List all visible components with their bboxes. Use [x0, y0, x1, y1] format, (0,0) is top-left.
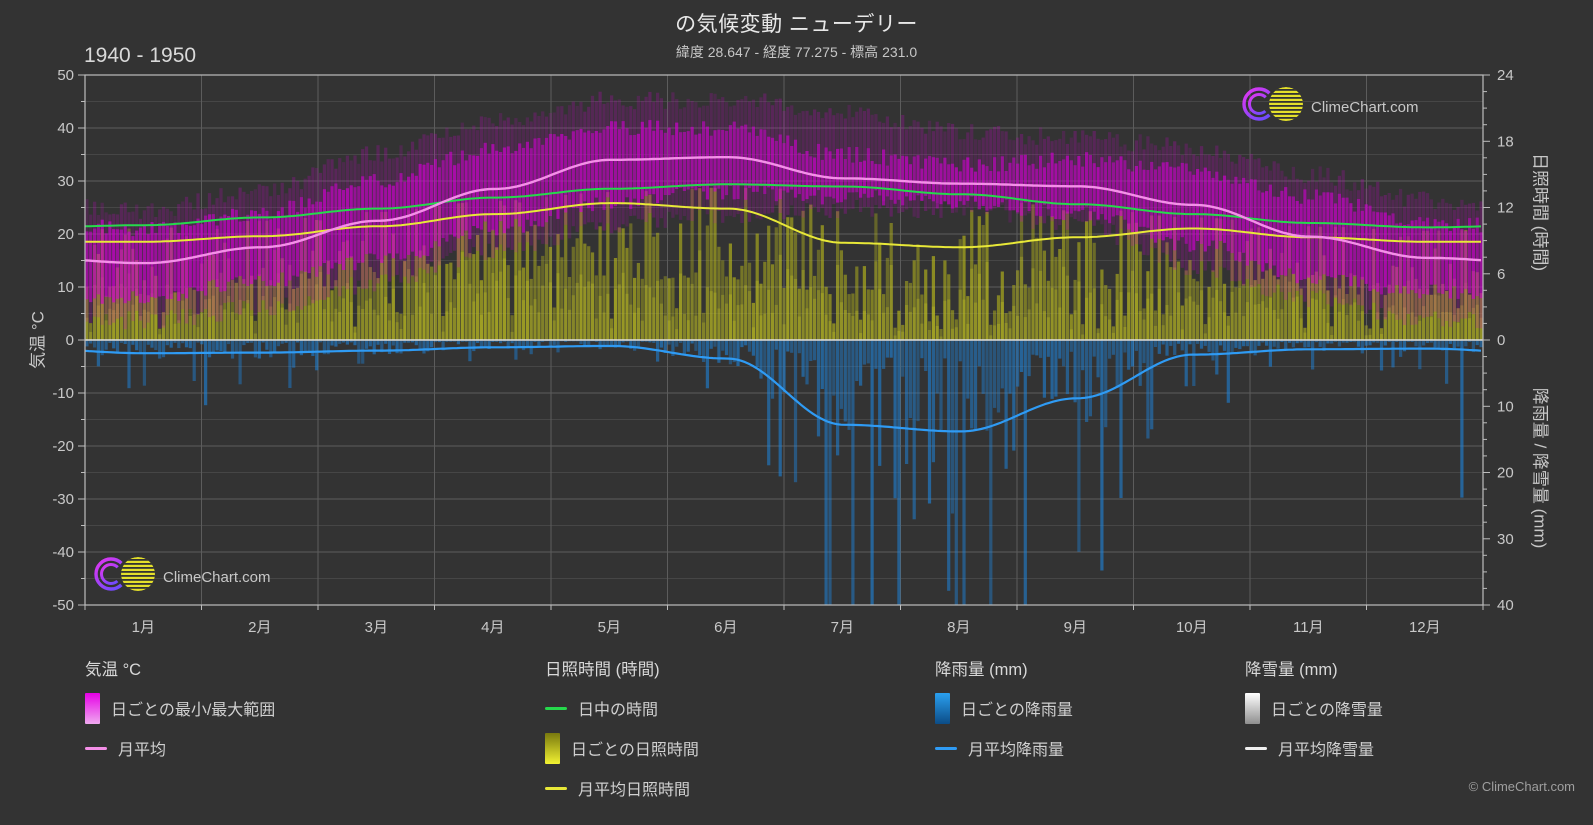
legend-item: 日ごとの降雨量 [935, 688, 1073, 728]
legend-label: 日中の時間 [578, 702, 659, 719]
legend-item: 月平均降雪量 [1245, 728, 1383, 768]
svg-text:10月: 10月 [1176, 619, 1208, 636]
legend-header-rain: 降雨量 (mm) [935, 661, 1028, 679]
legend-item: 月平均日照時間 [545, 768, 699, 808]
legend-label: 日ごとの日照時間 [571, 742, 699, 759]
legend-item: 月平均降雨量 [935, 728, 1073, 768]
svg-text:18: 18 [1497, 133, 1514, 150]
legend-swatch-rain-avg-line [935, 746, 957, 750]
legend-item: 日中の時間 [545, 688, 699, 728]
copyright: © ClimeChart.com [1468, 779, 1575, 794]
svg-text:-20: -20 [52, 438, 74, 455]
svg-text:6: 6 [1497, 266, 1505, 283]
legend-item: 日ごとの降雪量 [1245, 688, 1383, 728]
svg-text:30: 30 [57, 173, 74, 190]
legend-label: 月平均日照時間 [578, 782, 691, 799]
legend-group-sunshine: 日照時間 (時間) 日中の時間 日ごとの日照時間 月平均日照時間 [545, 648, 699, 808]
svg-text:6月: 6月 [714, 619, 737, 636]
legend: 気温 °C 日ごとの最小/最大範囲 月平均 日照時間 (時間) 日中の時間 日ご… [0, 648, 1593, 808]
legend-swatch-snow-daily [1245, 692, 1260, 724]
legend-swatch-temp-range [85, 692, 100, 724]
svg-text:10: 10 [1497, 398, 1514, 415]
legend-swatch-snow-avg-line [1245, 746, 1267, 750]
svg-text:11月: 11月 [1293, 619, 1324, 636]
climechart-logo-bottom-left: ClimeChart.com [88, 552, 328, 596]
precip-axis-label: 降雨量 / 降雪量 (mm) [1530, 387, 1550, 549]
temp-axis-label: 気温 °C [28, 311, 48, 369]
svg-text:10: 10 [57, 279, 74, 296]
svg-text:9月: 9月 [1064, 619, 1087, 636]
svg-text:3月: 3月 [365, 619, 388, 636]
svg-text:ClimeChart.com: ClimeChart.com [163, 569, 271, 586]
svg-text:1月: 1月 [132, 619, 155, 636]
svg-text:2月: 2月 [248, 619, 271, 636]
legend-group-temp: 気温 °C 日ごとの最小/最大範囲 月平均 [85, 648, 275, 768]
svg-text:-40: -40 [52, 544, 74, 561]
svg-text:-50: -50 [52, 597, 74, 614]
legend-swatch-temp-avg-line [85, 746, 107, 750]
page-subtitle: 緯度 28.647 - 経度 77.275 - 標高 231.0 [675, 44, 918, 60]
svg-text:40: 40 [57, 120, 74, 137]
legend-label: 日ごとの降雨量 [961, 702, 1073, 719]
svg-text:0: 0 [1497, 332, 1505, 349]
legend-swatch-sunshine-avg-line [545, 786, 567, 790]
legend-swatch-sunshine-daily [545, 732, 560, 764]
page-title: の気候変動 ニューデリー [675, 13, 918, 36]
svg-text:ClimeChart.com: ClimeChart.com [1311, 99, 1419, 116]
svg-text:8月: 8月 [947, 619, 970, 636]
legend-swatch-daylight-line [545, 706, 567, 710]
sunshine-axis-label: 日照時間 (時間) [1530, 152, 1550, 272]
legend-label: 月平均降雨量 [968, 742, 1065, 759]
legend-group-rain: 降雨量 (mm) 日ごとの降雨量 月平均降雨量 [935, 648, 1073, 768]
legend-header-snow: 降雪量 (mm) [1245, 661, 1338, 679]
svg-text:20: 20 [1497, 465, 1514, 482]
svg-text:-10: -10 [52, 385, 74, 402]
period-label: 1940 - 1950 [84, 44, 197, 67]
legend-label: 日ごとの降雪量 [1271, 702, 1383, 719]
climechart-logo-top-right: ClimeChart.com [1236, 82, 1476, 126]
legend-group-snow: 降雪量 (mm) 日ごとの降雪量 月平均降雪量 [1245, 648, 1383, 768]
svg-text:50: 50 [57, 67, 74, 84]
legend-item: 月平均 [85, 728, 275, 768]
svg-text:4月: 4月 [481, 619, 504, 636]
legend-label: 日ごとの最小/最大範囲 [111, 702, 276, 719]
svg-text:12月: 12月 [1409, 619, 1441, 636]
legend-swatch-rain-daily [935, 692, 950, 724]
legend-item: 日ごとの日照時間 [545, 728, 699, 768]
legend-item: 日ごとの最小/最大範囲 [85, 688, 275, 728]
svg-text:7月: 7月 [831, 619, 854, 636]
svg-text:30: 30 [1497, 531, 1514, 548]
svg-text:20: 20 [57, 226, 74, 243]
svg-text:12: 12 [1497, 200, 1514, 217]
legend-label: 月平均 [118, 742, 167, 759]
svg-text:24: 24 [1497, 67, 1514, 84]
legend-header-temp: 気温 °C [85, 661, 142, 679]
svg-text:-30: -30 [52, 491, 74, 508]
legend-header-sunshine: 日照時間 (時間) [545, 661, 660, 679]
svg-text:5月: 5月 [598, 619, 621, 636]
svg-text:40: 40 [1497, 597, 1514, 614]
svg-text:0: 0 [66, 332, 74, 349]
legend-label: 月平均降雪量 [1278, 742, 1375, 759]
